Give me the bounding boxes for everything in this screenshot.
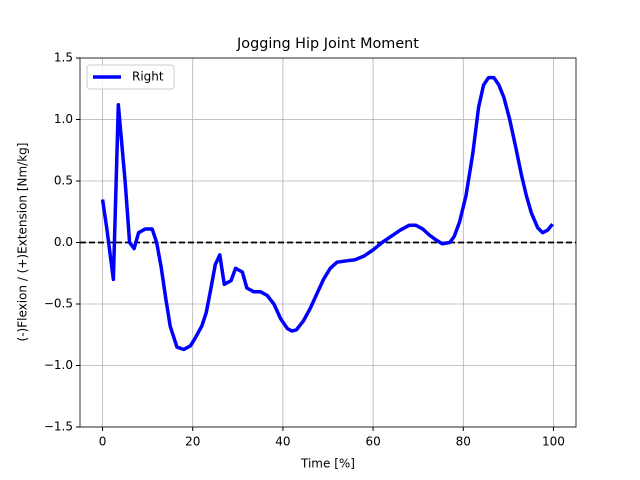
x-tick-label: 20 [185,435,200,449]
y-tick-label: 1.5 [54,51,73,65]
x-tick-label: 100 [542,435,565,449]
x-tick-label: 80 [456,435,471,449]
plot-frame [79,57,577,428]
data-line [100,75,554,352]
y-axis-label: (-)Flexion / (+)Extension [Nm/kg] [16,143,30,342]
legend-box [86,64,175,90]
chart-title: Jogging Hip Joint Moment [236,36,419,52]
legend-label: Right [132,70,164,84]
x-axis-label: Time [%] [300,457,355,471]
y-tick-label: 0.5 [54,174,73,188]
y-tick-label: −0.5 [44,297,73,311]
x-tick-label: 40 [275,435,290,449]
y-tick-label: −1.5 [44,420,73,434]
x-tick-label: 0 [99,435,107,449]
y-tick-label: 1.0 [54,112,73,126]
y-tick-label: −1.0 [44,358,73,372]
x-tick-label: 60 [365,435,380,449]
y-tick-label: 0.0 [54,235,73,249]
